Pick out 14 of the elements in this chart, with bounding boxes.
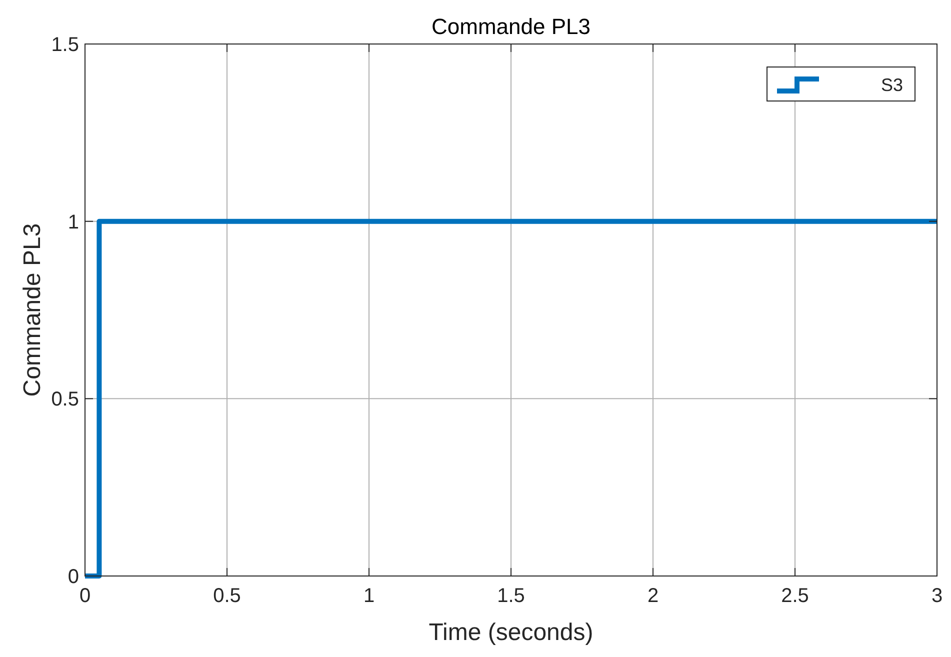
y-tick-label: 1.5 bbox=[51, 34, 79, 56]
y-tick-label: 0.5 bbox=[51, 388, 79, 411]
chart-title: Commande PL3 bbox=[432, 14, 590, 39]
x-axis-title: Time (seconds) bbox=[428, 619, 594, 646]
x-tick-label: 1.5 bbox=[497, 585, 525, 607]
x-tick-label: 3 bbox=[931, 585, 943, 607]
y-tick-label: 1 bbox=[68, 211, 79, 234]
legend-entry: S3 bbox=[777, 75, 903, 95]
x-tick-label: 2 bbox=[647, 585, 659, 607]
x-tick-label: 2.5 bbox=[781, 585, 809, 607]
x-tick-label: 0.5 bbox=[213, 585, 241, 607]
y-tick-label: 0 bbox=[68, 566, 79, 588]
y-axis-title: Commande PL3 bbox=[19, 223, 46, 397]
x-tick-label: 1 bbox=[363, 585, 375, 607]
